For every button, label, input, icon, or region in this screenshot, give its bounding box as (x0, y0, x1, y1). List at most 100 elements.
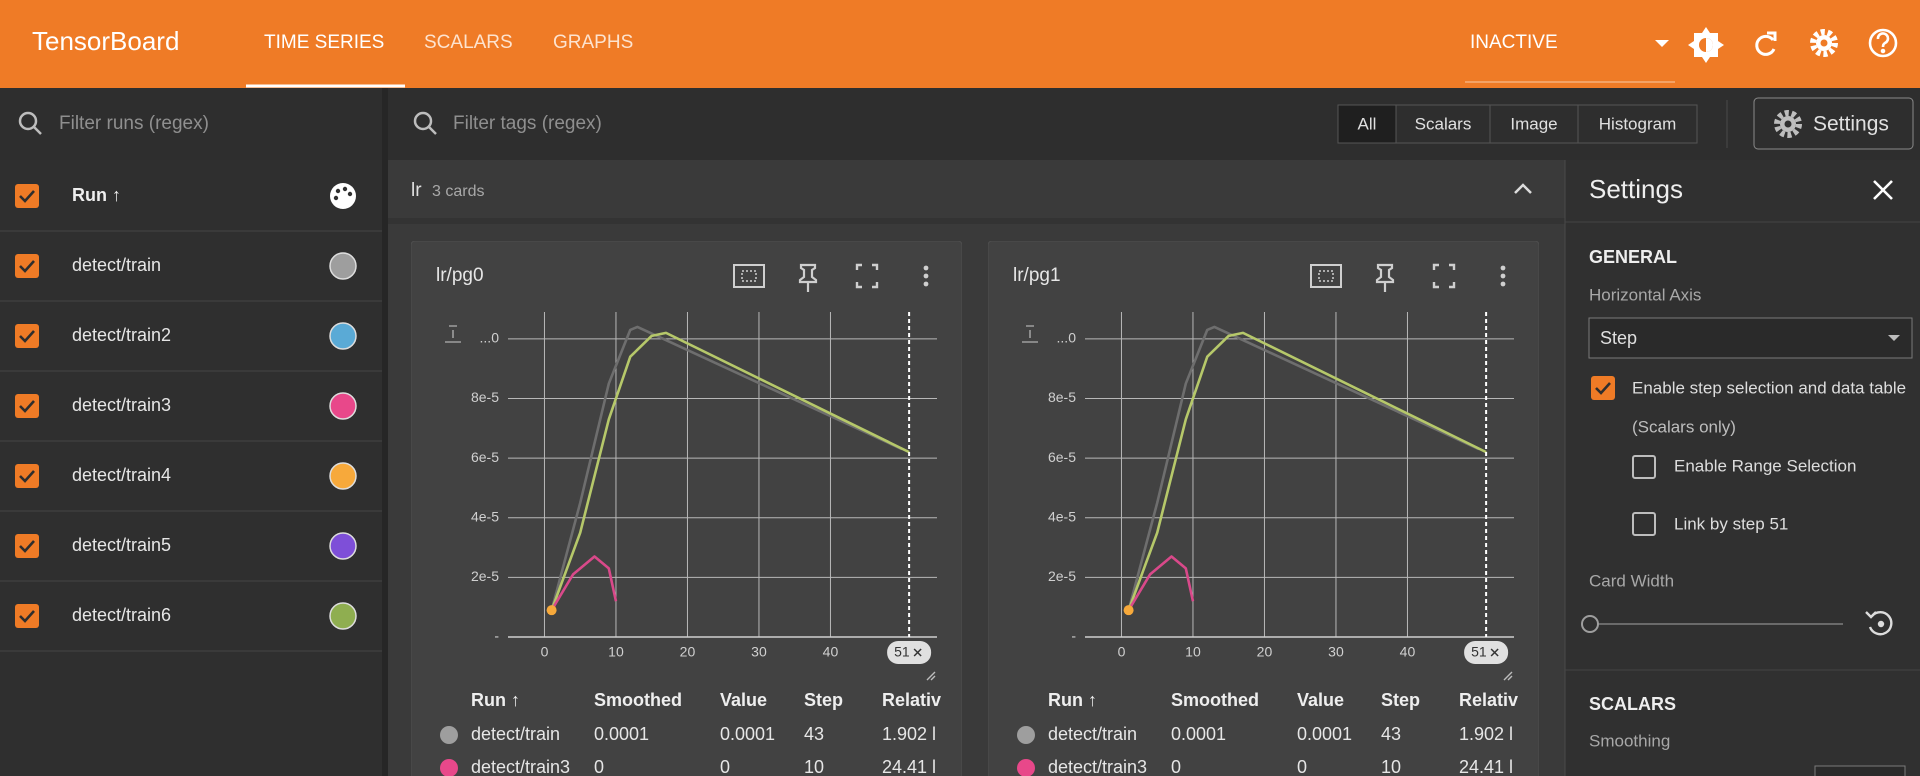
run-color (440, 726, 458, 744)
table-cell: detect/train3 (471, 757, 570, 776)
menu-dot[interactable] (923, 273, 929, 279)
refresh-icon[interactable] (1755, 31, 1777, 56)
run-color[interactable] (329, 462, 357, 490)
palette-dot (333, 195, 339, 201)
app-title: TensorBoard (32, 26, 179, 56)
table-cell: 0 (594, 757, 604, 776)
x-tick-label: 0 (541, 644, 549, 660)
check (19, 540, 35, 553)
type-button[interactable] (1395, 104, 1491, 144)
run-color[interactable] (329, 252, 357, 280)
table-header: Step (804, 690, 843, 710)
run-color[interactable] (329, 322, 357, 350)
fullscreen-icon[interactable] (855, 263, 879, 289)
filter-tags-input[interactable]: Filter tags (regex) (453, 113, 602, 134)
check (19, 260, 35, 273)
card-background (988, 241, 1539, 776)
palette-dot (342, 186, 348, 192)
palette-icon[interactable] (330, 183, 356, 209)
nav-tab[interactable]: TIME SERIES (264, 32, 384, 53)
settings-button-label: Settings (1813, 113, 1889, 136)
type-button[interactable] (1577, 104, 1698, 144)
settings-button[interactable] (1753, 97, 1914, 150)
table-cell: 10 (1381, 757, 1401, 776)
table-cell: detect/train (471, 724, 560, 744)
nav-tab[interactable]: SCALARS (424, 32, 513, 53)
panel-divider (382, 88, 388, 776)
resize-handle (1503, 671, 1513, 681)
checkbox-checked[interactable] (15, 534, 39, 558)
x-tick-label: 20 (680, 644, 696, 660)
checkbox[interactable] (1632, 512, 1656, 536)
palette-body (330, 183, 356, 209)
checkbox-label: Enable step selection and data table (1632, 378, 1906, 397)
checkbox-checked[interactable] (15, 604, 39, 628)
run-color[interactable] (329, 392, 357, 420)
nav-tab[interactable]: GRAPHS (553, 32, 633, 53)
checkbox[interactable] (1632, 455, 1656, 479)
fit-domain-icon[interactable] (1310, 264, 1342, 288)
check (19, 190, 35, 203)
palette-dot (347, 191, 353, 197)
dropdown-arrow[interactable] (1655, 40, 1669, 47)
x-tick-label: 40 (1400, 644, 1416, 660)
checkbox-note: (Scalars only) (1632, 417, 1736, 436)
reset-icon[interactable] (1865, 611, 1893, 636)
run-name: detect/train5 (72, 535, 171, 555)
menu-dot (923, 265, 929, 271)
step-chip[interactable] (887, 641, 932, 664)
slider-thumb[interactable] (1581, 615, 1599, 633)
checkbox-checked[interactable] (15, 254, 39, 278)
type-button[interactable] (1489, 104, 1579, 144)
table-header: Run ↑ (471, 690, 520, 710)
group-count: 3 cards (432, 183, 484, 200)
type-button-label: Scalars (1415, 114, 1472, 133)
table-header: Smoothed (594, 690, 682, 710)
fit-domain-icon[interactable] (733, 264, 765, 288)
smoothing-input[interactable] (1814, 765, 1906, 776)
checkbox-checked[interactable] (15, 184, 39, 208)
pin-icon[interactable] (1375, 263, 1395, 292)
close-icon[interactable] (1873, 180, 1893, 200)
check (1595, 382, 1611, 395)
run-color (1017, 759, 1035, 776)
series-line (550, 325, 903, 611)
collapse-icon[interactable] (1514, 183, 1532, 194)
menu-dot (1500, 281, 1506, 287)
help-icon[interactable] (1868, 28, 1898, 58)
series-line (1127, 555, 1195, 611)
checkbox-checked[interactable] (15, 464, 39, 488)
cards: lr/pg0 - 2e-5 4e-5 6e-5 8e-5 ...0 0 10 20 30 40 51 Ru… (411, 241, 1539, 776)
checkbox-checked[interactable] (15, 324, 39, 348)
run-color[interactable] (329, 532, 357, 560)
y-tick-label: 6e-5 (471, 449, 499, 465)
table-cell: detect/train3 (1048, 757, 1147, 776)
field-label: Horizontal Axis (1589, 285, 1701, 304)
checkbox-checked[interactable] (15, 394, 39, 418)
x-tick-label: 20 (1257, 644, 1273, 660)
search-icon (413, 111, 437, 135)
axis-select[interactable] (1588, 317, 1913, 359)
step-chip[interactable] (1464, 641, 1509, 664)
table-cell: 24.41 l (1459, 757, 1513, 776)
table-cell: 24.41 l (882, 757, 936, 776)
chart: - 2e-5 4e-5 6e-5 8e-5 ...0 0 10 20 30 40 51 (1048, 312, 1514, 681)
table-header: Smoothed (1171, 690, 1259, 710)
pin-icon[interactable] (798, 263, 818, 292)
fullscreen-icon[interactable] (1432, 263, 1456, 289)
step-chip-close[interactable] (1490, 648, 1499, 657)
step-chip-close[interactable] (913, 648, 922, 657)
type-button[interactable] (1337, 104, 1397, 144)
run-name: detect/train3 (72, 395, 171, 415)
table-cell: 43 (804, 724, 824, 744)
scalar-card: lr/pg0 - 2e-5 4e-5 6e-5 8e-5 ...0 0 10 20 30 40 51 Ru… (411, 241, 962, 776)
checkbox-checked[interactable] (1591, 376, 1615, 400)
settings-icon[interactable] (1810, 29, 1838, 57)
filter-runs-input[interactable]: Filter runs (regex) (59, 113, 209, 134)
table-cell: 0.0001 (1171, 724, 1226, 744)
menu-dot[interactable] (1500, 273, 1506, 279)
run-color[interactable] (329, 602, 357, 630)
status-select[interactable]: INACTIVE (1470, 32, 1558, 53)
theme-icon[interactable] (1688, 27, 1724, 63)
table-cell: 0 (1297, 757, 1307, 776)
